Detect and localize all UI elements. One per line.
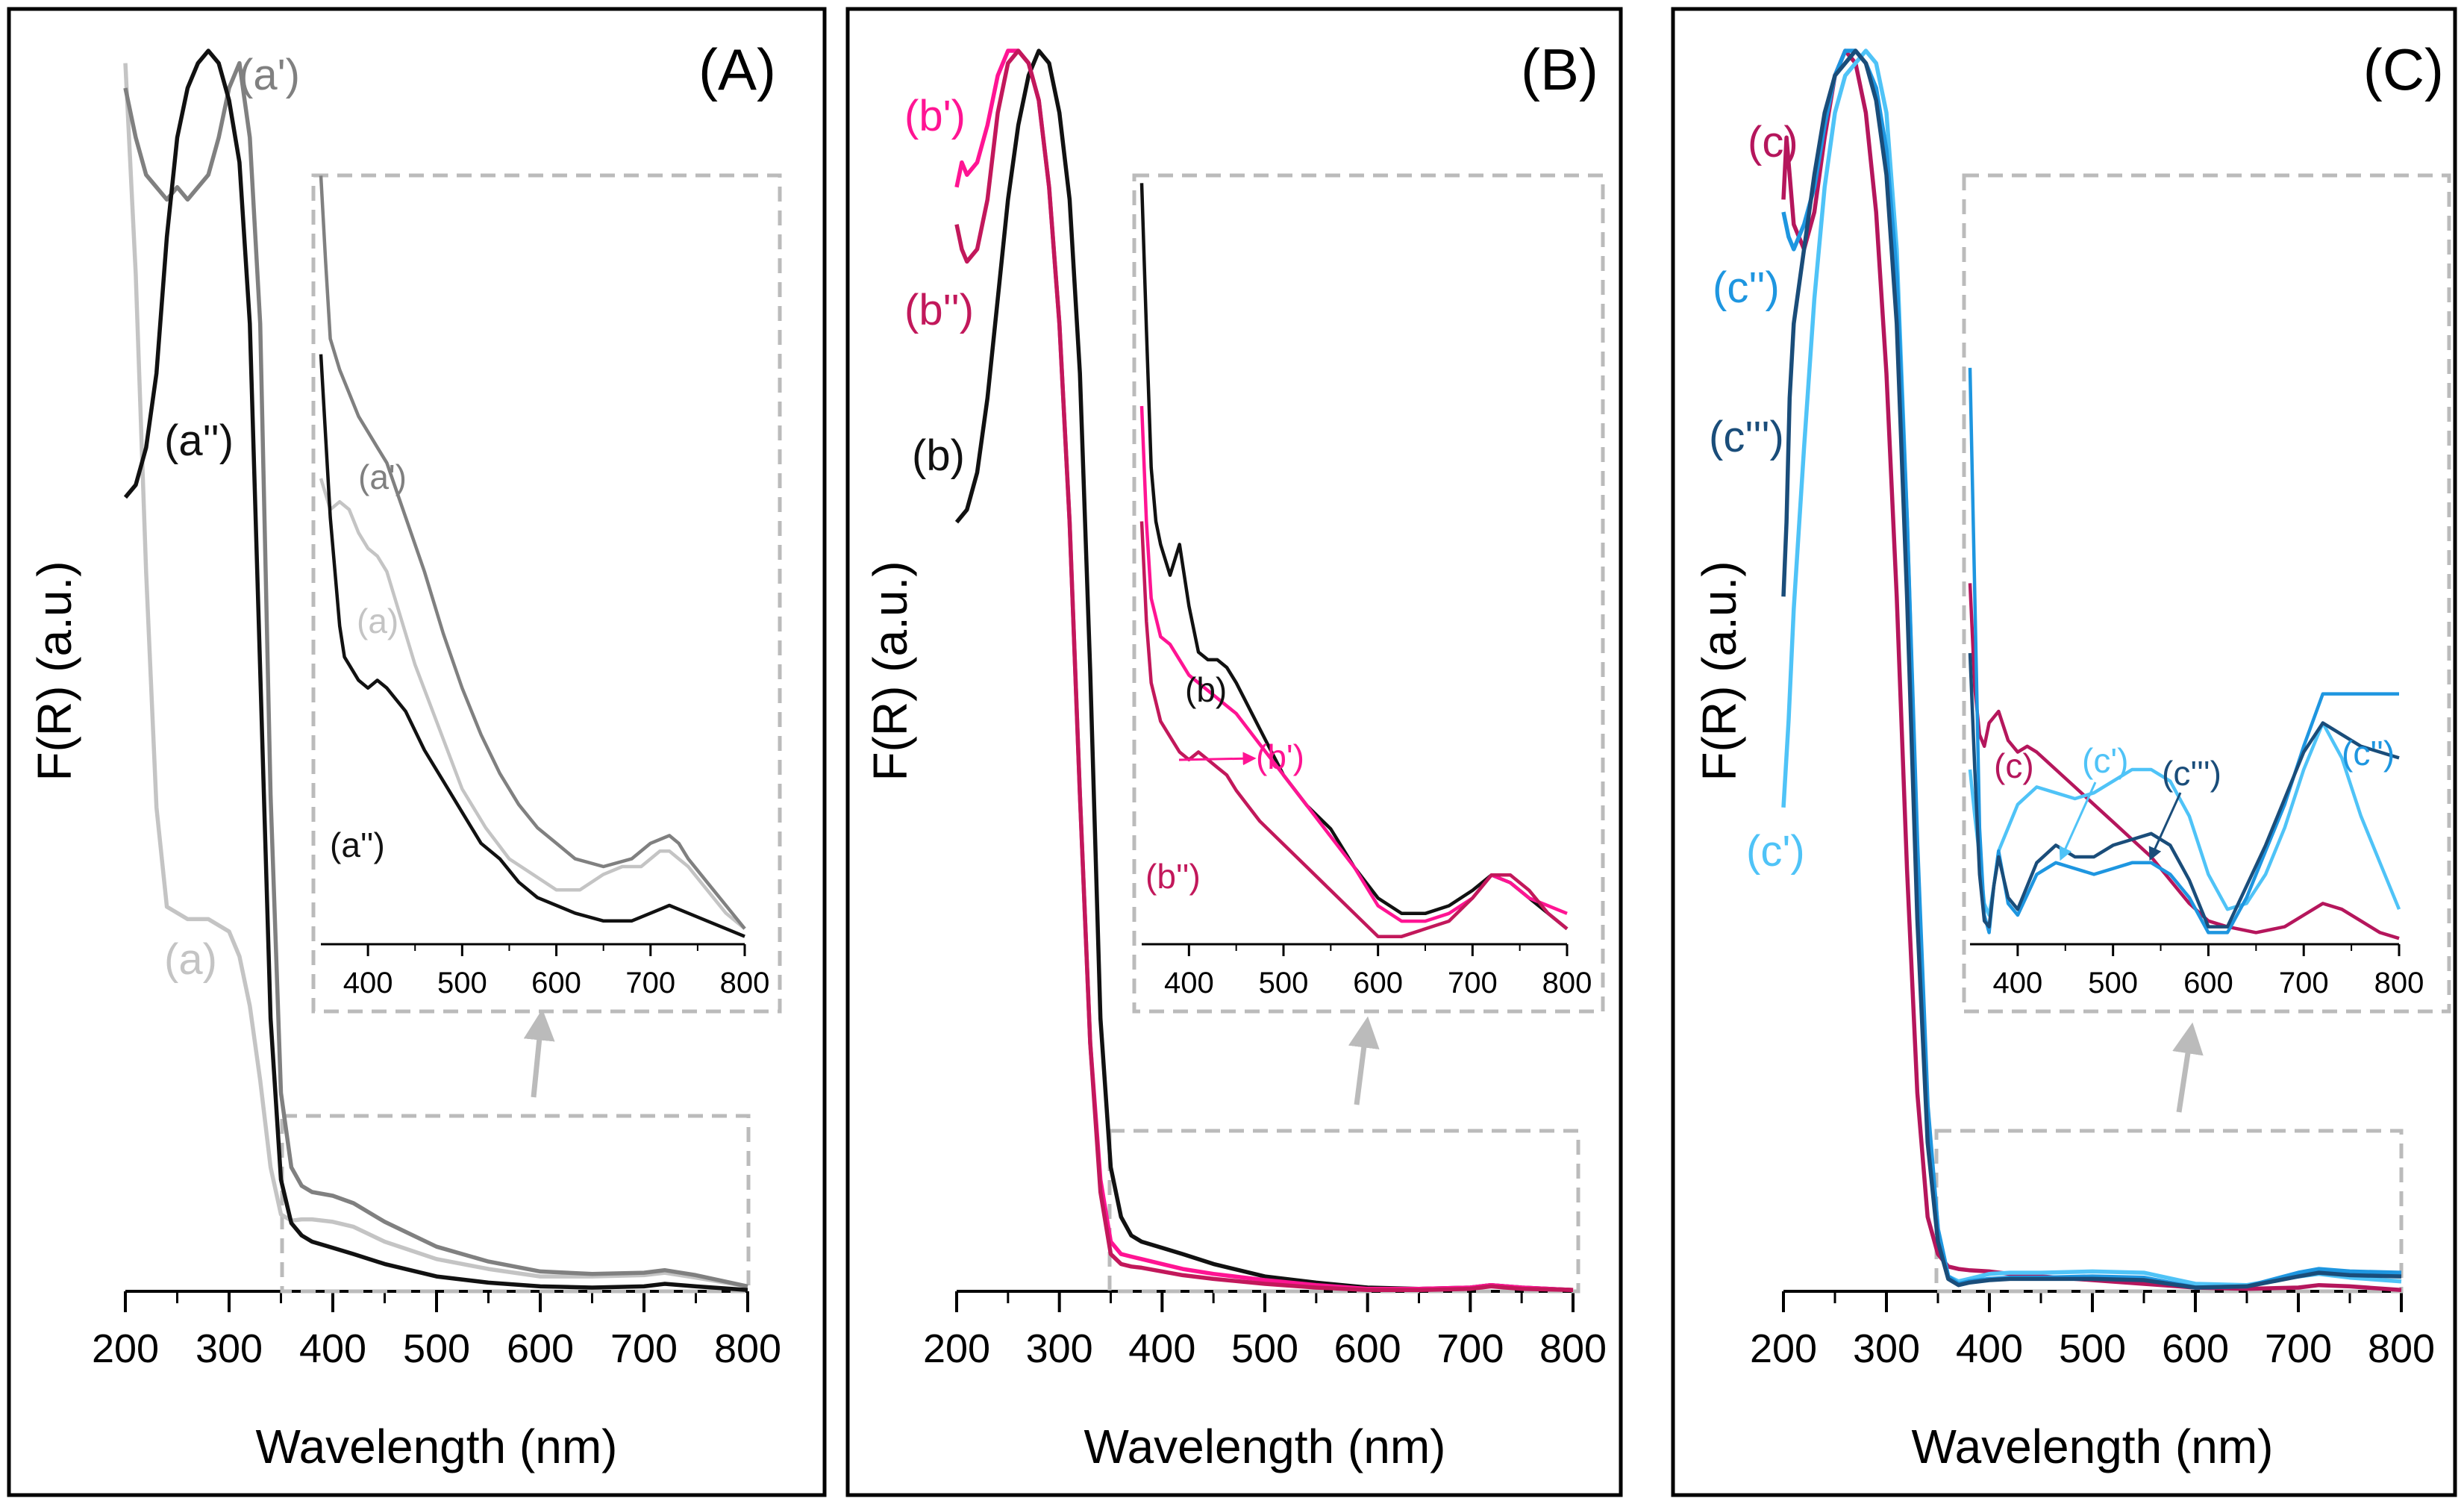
inset-x-tick-label: 500 [1259, 967, 1309, 999]
inset-series-line-c [1968, 583, 2400, 940]
x-tick-label: 600 [2162, 1326, 2229, 1371]
inset-series-label: (b'') [1145, 857, 1201, 896]
x-tick-label: 500 [1231, 1326, 1298, 1371]
inset-x-tick-label: 800 [720, 967, 770, 999]
panel-a: (A) F(R) (a.u.) Wavelength (nm) 200 300 400 50… [7, 7, 827, 1497]
inset-chart: 400 500 600 700 800 (a') (a) (a'') [311, 173, 782, 1014]
inset-x-tick-label: 400 [1164, 967, 1214, 999]
inset-x-tick-label: 800 [1542, 967, 1592, 999]
series-line-b'' [954, 49, 1574, 1293]
inset-x-tick-label: 800 [2374, 967, 2424, 999]
x-tick-label: 300 [196, 1326, 263, 1371]
inset-x-tick-label: 700 [2279, 967, 2329, 999]
x-tick-label: 600 [1334, 1326, 1401, 1371]
panel-title: (B) [1521, 37, 1598, 102]
series-label: (b) [912, 431, 965, 480]
inset-x-tick-label: 600 [531, 967, 581, 999]
inset-x-tick-label: 400 [343, 967, 393, 999]
x-tick-label: 700 [1436, 1326, 1504, 1371]
inset-series-label: (a'') [330, 826, 385, 864]
series-label: (a'') [164, 417, 234, 465]
inset-label-arrow [1178, 752, 1257, 766]
panel-frame [845, 7, 1623, 1497]
x-tick-label: 300 [1853, 1326, 1920, 1371]
x-axis-label: Wavelength (nm) [1084, 1420, 1446, 1473]
inset-x-tick-label: 700 [625, 967, 675, 999]
x-tick-label: 700 [610, 1326, 678, 1371]
x-tick-label: 800 [2368, 1326, 2435, 1371]
zoom-region-box [1107, 1129, 1580, 1294]
x-tick-label: 200 [1750, 1326, 1817, 1371]
inset-x-tick-label: 500 [437, 967, 487, 999]
series-label: (b'') [904, 286, 974, 334]
inset-x-tick-label: 600 [2183, 967, 2233, 999]
inset-x-tick-label: 400 [1993, 967, 2043, 999]
panel-title: (A) [698, 37, 776, 102]
x-axis-label: Wavelength (nm) [1912, 1420, 2274, 1473]
inset-x-tick-label: 500 [2088, 967, 2138, 999]
panel-frame [7, 7, 827, 1497]
inset-series-line-a [319, 478, 746, 930]
x-tick-label: 500 [2059, 1326, 2126, 1371]
series-line-c''' [1781, 49, 2402, 1290]
inset-series-label: (c''') [2162, 754, 2221, 793]
inset-series-label: (c') [2082, 741, 2128, 780]
y-axis-label: F(R) (a.u.) [28, 561, 81, 781]
y-axis-label: F(R) (a.u.) [1692, 561, 1746, 781]
inset-label-arrow [2059, 781, 2097, 861]
series-label: (b') [904, 92, 966, 140]
x-tick-label: 800 [714, 1326, 781, 1371]
x-tick-label: 300 [1026, 1326, 1093, 1371]
inset-series-label: (c'') [2342, 734, 2395, 773]
inset-frame [311, 173, 782, 1014]
inset-series-line-b [1139, 183, 1569, 931]
inset-x-tick-label: 600 [1353, 967, 1403, 999]
inset-series-line-c''' [1968, 652, 2400, 929]
inset-series-label: (c) [1994, 746, 2034, 785]
inset-series-line-a'' [319, 354, 745, 938]
y-axis-label: F(R) (a.u.) [863, 561, 917, 781]
series-label: (a) [164, 935, 217, 984]
inset-frame [1132, 173, 1605, 1014]
x-tick-label: 400 [299, 1326, 366, 1371]
x-tick-label: 500 [403, 1326, 470, 1371]
series-label: (c) [1748, 118, 1798, 166]
panel-c: (C) F(R) (a.u.) Wavelength (nm) 200 300 400 50… [1671, 7, 2457, 1497]
panel-title: (C) [2363, 37, 2444, 102]
inset-label-arrow [2148, 792, 2182, 861]
series-line-a'' [123, 49, 748, 1293]
panel-b: (B) F(R) (a.u.) Wavelength (nm) 200 300 400 50… [845, 7, 1623, 1497]
x-tick-label: 700 [2265, 1326, 2332, 1371]
inset-series-line-a' [319, 175, 746, 930]
inset-series-label: (b') [1256, 737, 1304, 776]
panel-frame [1671, 7, 2457, 1497]
inset-series-label: (b) [1185, 670, 1227, 709]
zoom-arrow [2172, 1022, 2204, 1113]
x-tick-label: 400 [1128, 1326, 1195, 1371]
series-label: (a') [239, 51, 300, 99]
x-axis-label: Wavelength (nm) [256, 1420, 618, 1473]
x-tick-label: 200 [923, 1326, 990, 1371]
zoom-arrow [1348, 1016, 1380, 1105]
inset-series-label: (a') [358, 458, 407, 496]
x-tick-label: 400 [1956, 1326, 2023, 1371]
x-tick-label: 800 [1539, 1326, 1607, 1371]
series-label: (c''') [1709, 413, 1784, 461]
inset-series-line-b'' [1139, 521, 1569, 938]
inset-series-label: (a) [357, 602, 398, 640]
series-label: (c') [1746, 827, 1805, 876]
zoom-region-box [280, 1114, 751, 1294]
inset-chart: 400 500 600 700 800 (b) (b') (b'') [1132, 173, 1605, 1014]
inset-chart: 400 500 600 700 800 (c) (c') (c''') (c'') [1962, 173, 2451, 1014]
series-line-a' [123, 60, 748, 1289]
x-tick-label: 200 [92, 1326, 159, 1371]
x-tick-label: 600 [507, 1326, 574, 1371]
inset-x-tick-label: 700 [1448, 967, 1498, 999]
zoom-arrow [523, 1008, 555, 1098]
zoom-region-box [1934, 1129, 2404, 1294]
inset-frame [1962, 173, 2451, 1014]
series-label: (c'') [1713, 263, 1780, 312]
